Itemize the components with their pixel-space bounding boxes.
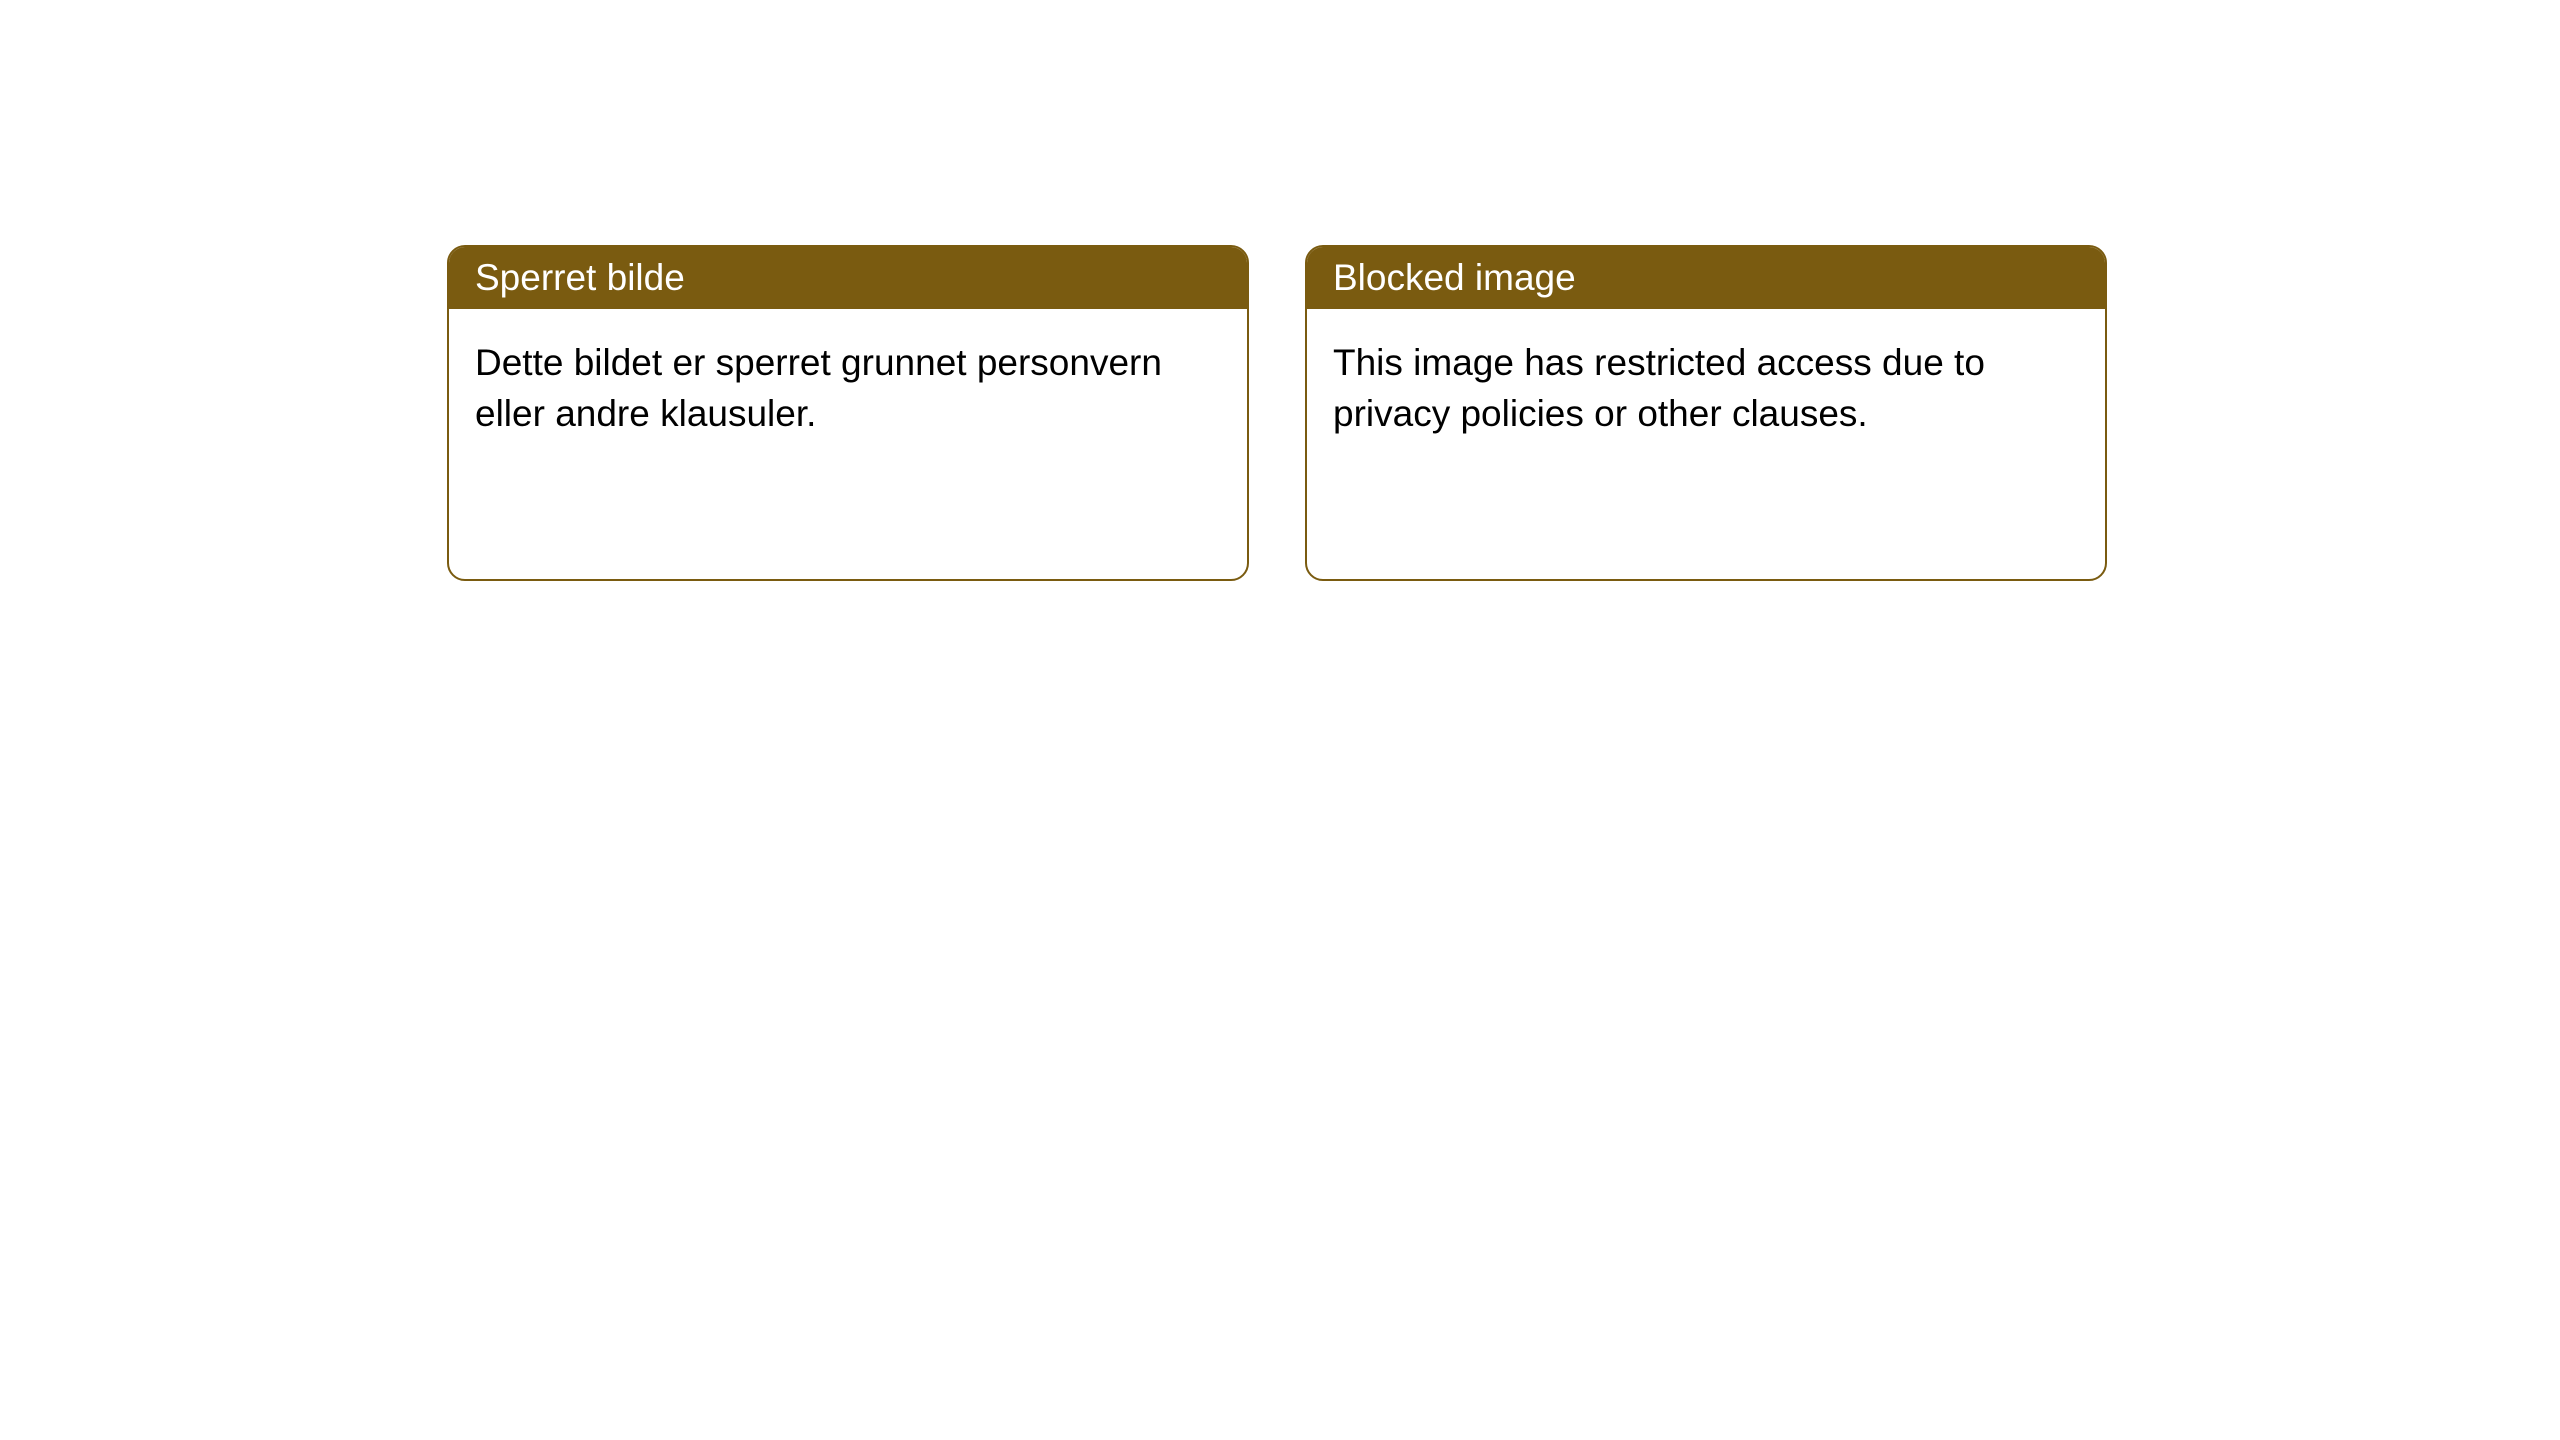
card-header: Blocked image: [1307, 247, 2105, 309]
blocked-image-card-english: Blocked image This image has restricted …: [1305, 245, 2107, 581]
card-body: Dette bildet er sperret grunnet personve…: [449, 309, 1247, 467]
card-header-text: Blocked image: [1333, 257, 1576, 298]
card-header-text: Sperret bilde: [475, 257, 685, 298]
card-body-text: This image has restricted access due to …: [1333, 337, 2079, 439]
blocked-image-notice-container: Sperret bilde Dette bildet er sperret gr…: [447, 245, 2107, 581]
card-body-text: Dette bildet er sperret grunnet personve…: [475, 337, 1221, 439]
card-body: This image has restricted access due to …: [1307, 309, 2105, 467]
card-header: Sperret bilde: [449, 247, 1247, 309]
blocked-image-card-norwegian: Sperret bilde Dette bildet er sperret gr…: [447, 245, 1249, 581]
